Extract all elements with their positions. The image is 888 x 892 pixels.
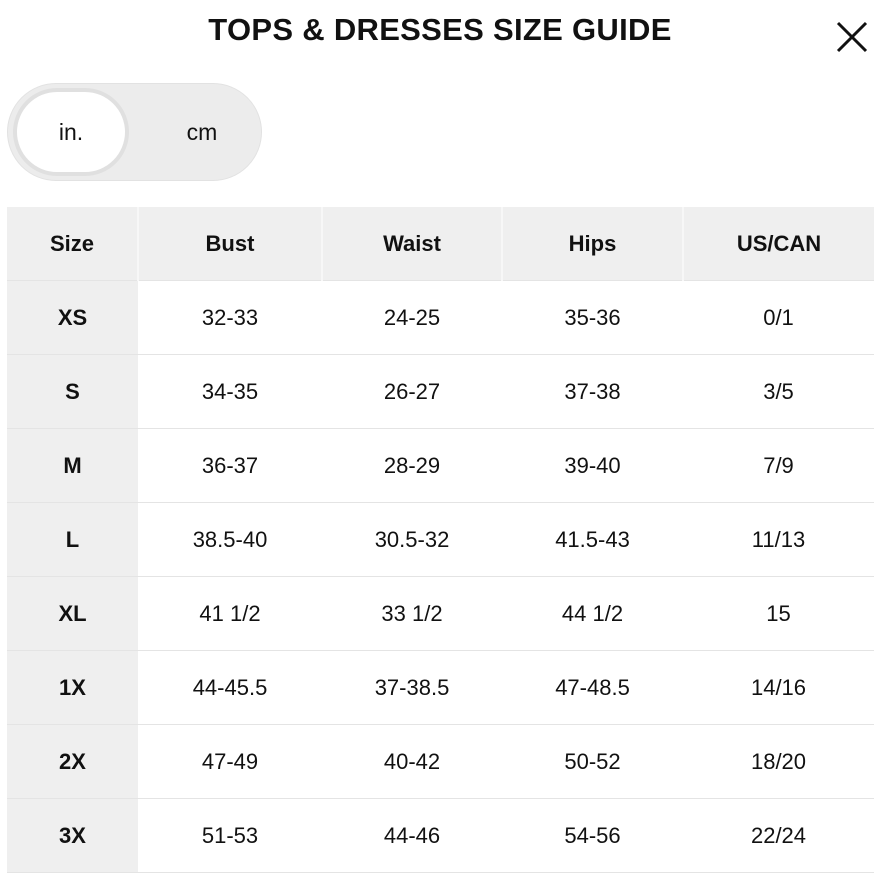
table-cell: 11/13 [683,502,874,577]
size-label: M [7,428,138,503]
table-row: L 38.5-40 30.5-32 41.5-43 11/13 [7,502,874,577]
table-row: M 36-37 28-29 39-40 7/9 [7,428,874,503]
table-cell: 24-25 [322,280,502,355]
size-label: XS [7,280,138,355]
table-cell: 34-35 [138,354,322,429]
header-row: Size Bust Waist Hips US/CAN [7,207,874,281]
table-cell: 0/1 [683,280,874,355]
table-cell: 14/16 [683,650,874,725]
size-table: Size Bust Waist Hips US/CAN XS 32-33 24-25 35-3… [7,207,874,873]
table-row: 1X 44-45.5 37-38.5 47-48.5 14/16 [7,650,874,725]
table-cell: 32-33 [138,280,322,355]
size-label: 2X [7,724,138,799]
table-row: XL 41 1/2 33 1/2 44 1/2 15 [7,576,874,651]
table-cell: 39-40 [502,428,683,503]
table-cell: 47-49 [138,724,322,799]
table-row: 2X 47-49 40-42 50-52 18/20 [7,724,874,799]
table-cell: 37-38.5 [322,650,502,725]
table-cell: 51-53 [138,798,322,873]
size-label: L [7,502,138,577]
table-cell: 35-36 [502,280,683,355]
close-button[interactable] [834,19,870,55]
table-cell: 3/5 [683,354,874,429]
table-cell: 44 1/2 [502,576,683,651]
size-label: 3X [7,798,138,873]
table-cell: 18/20 [683,724,874,799]
table-cell: 15 [683,576,874,651]
modal-title: TOPS & DRESSES SIZE GUIDE [208,12,672,47]
table-row: XS 32-33 24-25 35-36 0/1 [7,280,874,355]
unit-toggle: in. cm [7,83,262,181]
table-cell: 40-42 [322,724,502,799]
table-row: 3X 51-53 44-46 54-56 22/24 [7,798,874,873]
table-cell: 41 1/2 [138,576,322,651]
table-cell: 50-52 [502,724,683,799]
column-header: Bust [137,207,322,281]
table-cell: 26-27 [322,354,502,429]
size-label: 1X [7,650,138,725]
table-cell: 54-56 [502,798,683,873]
table-cell: 36-37 [138,428,322,503]
unit-option[interactable]: in. [17,92,125,172]
table-cell: 7/9 [683,428,874,503]
table-cell: 41.5-43 [502,502,683,577]
column-header: Hips [501,207,683,281]
table-cell: 44-45.5 [138,650,322,725]
size-label: S [7,354,138,429]
table-cell: 30.5-32 [322,502,502,577]
table-row: S 34-35 26-27 37-38 3/5 [7,354,874,429]
table-cell: 37-38 [502,354,683,429]
size-label: XL [7,576,138,651]
column-header: Waist [321,207,502,281]
table-cell: 28-29 [322,428,502,503]
table-cell: 44-46 [322,798,502,873]
unit-option[interactable]: cm [186,119,218,145]
table-cell: 22/24 [683,798,874,873]
table-cell: 33 1/2 [322,576,502,651]
table-cell: 47-48.5 [502,650,683,725]
column-header: Size [7,207,138,281]
table-cell: 38.5-40 [138,502,322,577]
column-header: US/CAN [682,207,874,281]
